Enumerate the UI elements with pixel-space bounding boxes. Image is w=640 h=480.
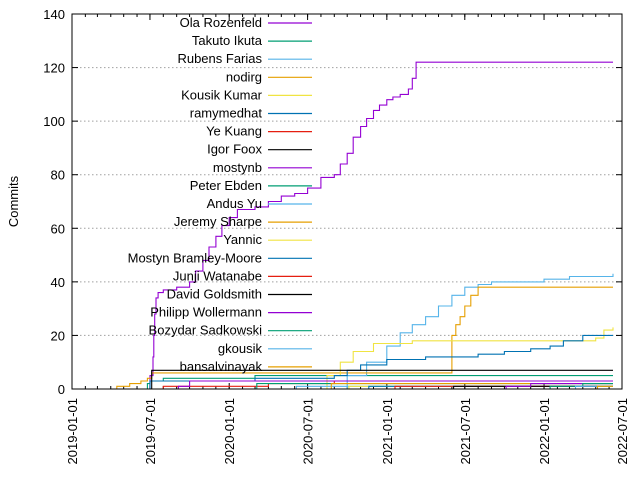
y-tick-label: 0 — [58, 382, 65, 397]
legend-label: Andus Yu — [207, 196, 262, 211]
legend-label: Yannic — [223, 232, 262, 247]
legend-label: Ola Rozenfeld — [180, 15, 262, 30]
y-tick-label: 40 — [51, 275, 65, 290]
axis-ticks: 0 20 40 60 80 100 120 140 2019-01-01 2019-07-01 20… — [43, 7, 630, 465]
y-tick-label: 120 — [43, 61, 65, 76]
legend: Ola Rozenfeld Takuto Ikuta Rubens Farias no… — [128, 15, 312, 374]
legend-label: ramymedhat — [190, 106, 263, 121]
legend-label: Bozydar Sadkowski — [149, 323, 263, 338]
series-line-3 — [110, 286, 613, 390]
legend-label: nodirg — [226, 69, 262, 84]
y-tick-label: 20 — [51, 328, 65, 343]
legend-label: Peter Ebden — [190, 178, 262, 193]
x-tick-label: 2021-01-01 — [380, 398, 395, 465]
x-tick-label: 2021-07-01 — [458, 398, 473, 465]
series-line-4 — [313, 327, 614, 390]
x-tick-label: 2022-07-01 — [615, 398, 630, 465]
legend-label: mostynb — [213, 160, 262, 175]
x-tick-label: 2019-01-01 — [65, 398, 80, 465]
x-tick-label: 2022-01-01 — [537, 398, 552, 465]
legend-label: gkousik — [218, 341, 263, 356]
series-line-0 — [145, 61, 613, 390]
series-line-5 — [145, 334, 613, 390]
legend-label: Philipp Wollermann — [150, 305, 262, 320]
legend-label: Mostyn Bramley-Moore — [128, 250, 262, 265]
series-line-2 — [320, 273, 614, 390]
x-tick-label: 2019-07-01 — [143, 398, 158, 465]
legend-label: Rubens Farias — [177, 51, 262, 66]
plot-frame — [71, 13, 623, 390]
legend-label: Junji Watanabe — [173, 268, 262, 283]
x-tick-label: 2020-07-01 — [301, 398, 316, 465]
legend-label: Ye Kuang — [206, 124, 262, 139]
legend-label: David Goldsmith — [167, 287, 262, 302]
legend-label: Jeremy Sharpe — [174, 214, 262, 229]
y-axis-label: Commits — [6, 175, 21, 227]
grid-layer — [72, 67, 622, 336]
legend-label: Takuto Ikuta — [192, 33, 263, 48]
legend-label: bansalvinayak — [180, 359, 263, 374]
y-tick-label: 140 — [43, 7, 65, 22]
x-tick-label: 2020-01-01 — [222, 398, 237, 465]
y-tick-label: 60 — [51, 221, 65, 236]
y-tick-label: 100 — [43, 114, 65, 129]
legend-label: Kousik Kumar — [181, 87, 263, 102]
legend-label: Igor Foox — [207, 142, 262, 157]
y-tick-label: 80 — [51, 168, 65, 183]
